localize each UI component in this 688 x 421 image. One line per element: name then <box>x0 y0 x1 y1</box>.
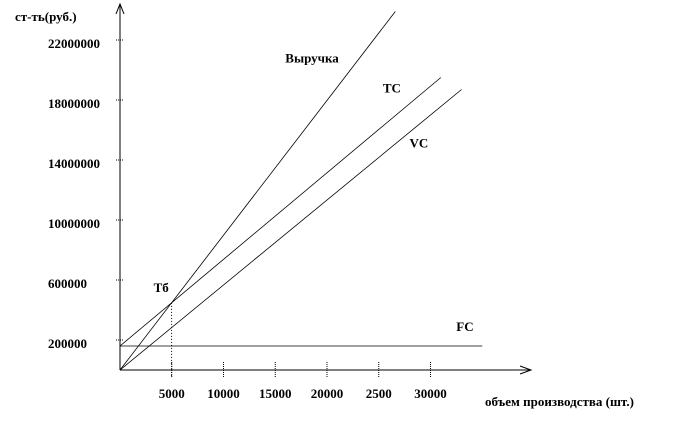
series-label: TC <box>383 80 401 95</box>
y-tick-label: 14000000 <box>48 156 100 171</box>
y-tick-label: 200000 <box>48 336 87 351</box>
series-label: FC <box>456 319 473 334</box>
series-line <box>119 77 442 347</box>
break-even-label: Тб <box>154 280 170 295</box>
x-tick-label: 5000 <box>159 386 185 401</box>
x-tick-label: 15000 <box>259 386 292 401</box>
x-tick-label: 30000 <box>414 386 447 401</box>
series-line <box>119 89 462 371</box>
x-arrow <box>519 365 533 375</box>
x-tick-label: 10000 <box>207 386 240 401</box>
x-axis-title: объем производства (шт.) <box>485 394 634 409</box>
series-label: Выручка <box>285 50 339 65</box>
y-axis-title: ст-ть(руб.) <box>15 9 77 24</box>
y-tick-label: 10000000 <box>48 216 100 231</box>
y-tick-label: 600000 <box>48 276 87 291</box>
x-tick-label: 20000 <box>311 386 344 401</box>
y-arrow <box>115 2 125 15</box>
series-label: VC <box>410 135 429 150</box>
y-tick-label: 18000000 <box>48 96 100 111</box>
x-tick-label: 2500 <box>366 386 392 401</box>
series-line <box>119 11 396 371</box>
y-tick-label: 22000000 <box>48 36 100 51</box>
